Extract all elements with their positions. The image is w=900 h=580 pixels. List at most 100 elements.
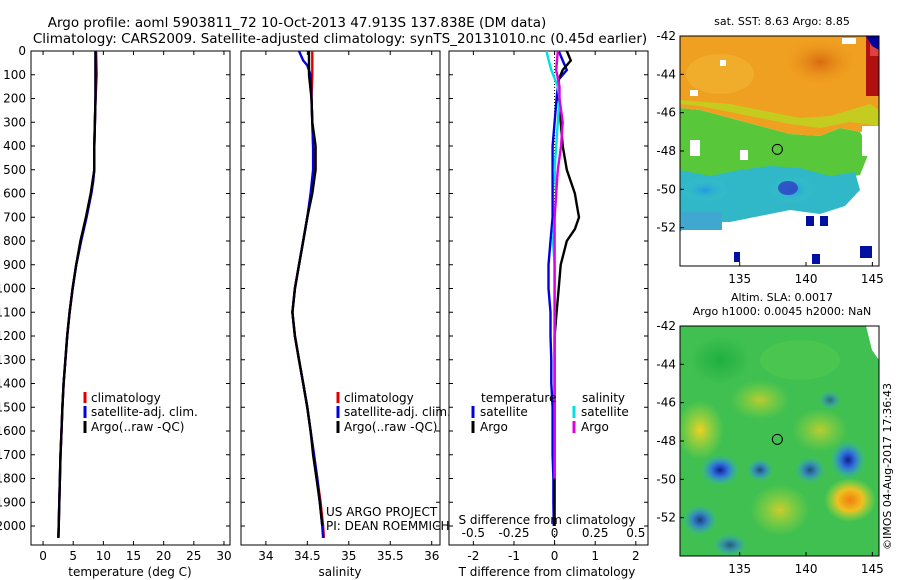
x-tick-label: 2 — [632, 549, 640, 563]
pi-label: PI: DEAN ROEMMICH — [326, 519, 449, 533]
x-tick-label: 145 — [861, 272, 884, 286]
temperature-xlabel: temperature (deg C) — [68, 565, 191, 579]
series-line-satellite-adj-clim- — [57, 51, 97, 538]
sla-argo-location-marker — [771, 433, 783, 445]
sla-map-ticks: 135 140 145 -42 -44 -46 -48 -50 -52 — [656, 319, 883, 576]
x-tick-label: 0 — [39, 549, 47, 563]
y-tick-label: 1200 — [0, 329, 26, 343]
sla-heatmap — [680, 326, 879, 556]
y-tick-label: 800 — [3, 234, 26, 248]
x-tick-label: -2 — [467, 549, 479, 563]
series-line-argo-raw-qc- — [57, 51, 97, 538]
sla-map-title2: Argo h1000: 0.0045 h2000: NaN — [693, 305, 872, 318]
figure-title-line2: Climatology: CARS2009. Satellite-adjuste… — [33, 31, 647, 47]
temperature-profile-lines — [57, 51, 98, 538]
temperature-panel-frame — [30, 50, 231, 546]
s-tick-label: 0.5 — [626, 526, 645, 540]
x-tick-label: -1 — [508, 549, 520, 563]
difference-panel-frame — [448, 50, 649, 546]
s-tick-label: -0.25 — [498, 526, 529, 540]
y-tick-label: -44 — [656, 357, 676, 371]
y-tick-label: 2000 — [0, 519, 26, 533]
s-tick-label: 0.25 — [582, 526, 609, 540]
y-tick-label: 100 — [3, 68, 26, 82]
y-tick-label: -46 — [656, 396, 676, 410]
x-tick-label: 34.5 — [294, 549, 321, 563]
y-tick-label: 600 — [3, 187, 26, 201]
y-tick-label: 0 — [18, 44, 26, 58]
x-tick-label: 10 — [96, 549, 111, 563]
y-tick-label: 300 — [3, 115, 26, 129]
y-tick-label: -48 — [656, 144, 676, 158]
x-tick-label: 140 — [795, 562, 818, 576]
y-tick-label: 1000 — [0, 282, 26, 296]
x-tick-label: 15 — [126, 549, 141, 563]
x-tick-label: 25 — [186, 549, 201, 563]
sst-map-ticks: 135 140 145 -42 -44 -46 -48 -50 -52 — [656, 29, 883, 286]
sst-map-title: sat. SST: 8.63 Argo: 8.85 — [714, 15, 850, 28]
x-tick-label: 1 — [591, 549, 599, 563]
x-tick-label: 36 — [424, 549, 439, 563]
s-tick-label: 0 — [551, 526, 559, 540]
y-tick-label: 1400 — [0, 377, 26, 391]
legend-label-climatology: climatology — [344, 391, 414, 405]
y-tick-label: -52 — [656, 511, 676, 525]
legend-label-s-satellite: satellite — [581, 405, 629, 419]
x-tick-label: 35.5 — [377, 549, 404, 563]
t-difference-xlabel: T difference from climatology — [458, 565, 636, 579]
salinity-profile-lines — [291, 51, 326, 538]
y-tick-label: -42 — [656, 29, 676, 43]
series-line-climatology — [57, 51, 98, 538]
x-tick-label: 135 — [728, 562, 751, 576]
series-line-t-satellite — [547, 51, 569, 527]
series-line-satellite-adj-clim- — [291, 51, 325, 538]
figure-title-line1: Argo profile: aoml 5903811_72 10-Oct-201… — [48, 15, 547, 31]
sst-heatmap — [680, 36, 879, 266]
y-tick-label: 1100 — [0, 305, 26, 319]
y-tick-label: 1500 — [0, 400, 26, 414]
y-tick-label: 1300 — [0, 353, 26, 367]
temperature-axis-ticks: 0 5 10 15 20 25 30 — [31, 50, 232, 563]
x-tick-label: 34 — [258, 549, 273, 563]
y-tick-label: 1600 — [0, 424, 26, 438]
project-label: US ARGO PROJECT — [326, 505, 438, 519]
legend-label-t-argo: Argo — [480, 420, 508, 434]
y-tick-label: -50 — [656, 182, 676, 196]
y-tick-label: -50 — [656, 472, 676, 486]
legend-label-s-argo: Argo — [581, 420, 609, 434]
salinity-xlabel: salinity — [318, 565, 361, 579]
series-line-argo-raw-qc- — [291, 51, 324, 527]
salinity-axis-ticks: 34 34.5 35 35.5 36 — [241, 50, 440, 563]
legend-heading-salinity: salinity — [582, 391, 625, 405]
x-tick-label: 30 — [216, 549, 231, 563]
legend-label-argo: Argo(..raw -QC) — [344, 420, 437, 434]
difference-profile-lines — [545, 51, 581, 527]
sst-argo-location-marker — [771, 143, 783, 155]
x-tick-label: 20 — [156, 549, 171, 563]
legend-label-t-satellite: satellite — [480, 405, 528, 419]
x-tick-label: 0 — [551, 549, 559, 563]
y-tick-label: -44 — [656, 67, 676, 81]
difference-legend: temperature salinity satellite Argo sate… — [471, 391, 629, 434]
legend-label-satellite: satellite-adj. clim. — [91, 405, 198, 419]
x-tick-label: 5 — [69, 549, 77, 563]
s-tick-label: -0.5 — [462, 526, 485, 540]
y-tick-label: -52 — [656, 221, 676, 235]
y-tick-label: 1800 — [0, 472, 26, 486]
x-tick-label: 135 — [728, 272, 751, 286]
y-tick-label: 1700 — [0, 448, 26, 462]
legend-label-climatology: climatology — [91, 391, 161, 405]
legend-label-satellite: satellite-adj. clim. — [344, 405, 451, 419]
sla-map-title1: Altim. SLA: 0.0017 — [731, 291, 833, 304]
x-tick-label: 140 — [795, 272, 818, 286]
y-tick-label: -46 — [656, 106, 676, 120]
y-tick-label: 400 — [3, 139, 26, 153]
x-tick-label: 35 — [341, 549, 356, 563]
salinity-legend: climatology satellite-adj. clim. Argo(..… — [336, 391, 451, 434]
series-line-s-argo — [553, 51, 564, 479]
temperature-legend: climatology satellite-adj. clim. Argo(..… — [83, 391, 198, 434]
s-difference-xlabel: S difference from climatology — [459, 513, 636, 527]
y-tick-label: -48 — [656, 434, 676, 448]
depth-tick-labels: 0 100 200 300 400 500 600 700 800 900 1000 1100 1200… — [0, 44, 26, 533]
